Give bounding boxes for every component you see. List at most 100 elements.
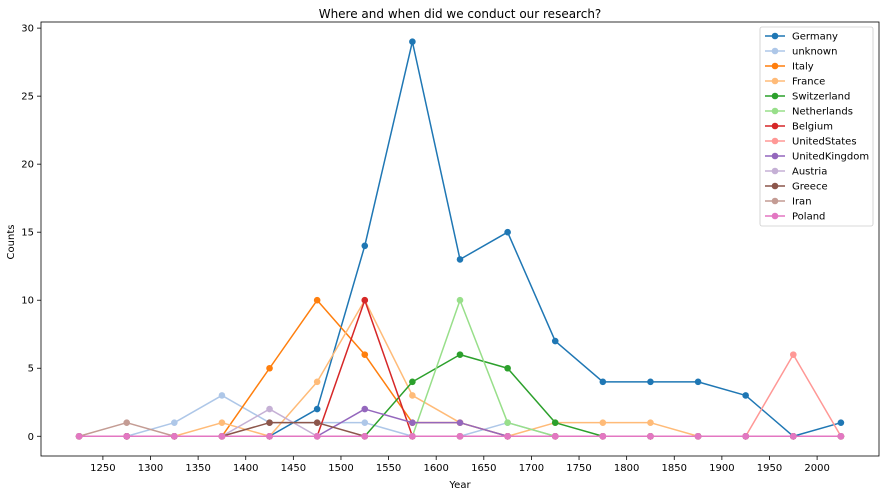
series-france — [75, 296, 845, 440]
data-point-poland — [551, 432, 559, 440]
legend-box — [759, 26, 874, 227]
series-poland — [75, 432, 845, 440]
series-line-netherlands — [79, 299, 841, 438]
y-tick-label: 15 — [21, 228, 34, 239]
plot-series — [75, 38, 845, 440]
legend-item: Austria — [765, 167, 827, 178]
x-tick-label: 1550 — [376, 463, 401, 474]
legend-item: unknown — [765, 47, 837, 58]
data-point-poland — [313, 432, 321, 440]
series-belgium — [75, 296, 845, 440]
series-line-belgium — [79, 299, 841, 438]
legend-marker — [771, 122, 779, 130]
data-point-france — [409, 392, 416, 399]
legend-label: Netherlands — [792, 107, 853, 118]
legend-label: UnitedStates — [792, 137, 857, 148]
legend-label: Greece — [792, 182, 828, 193]
x-tick-label: 1400 — [233, 463, 258, 474]
series-italy — [75, 296, 845, 440]
data-point-unitedstates — [789, 351, 797, 358]
data-point-poland — [694, 432, 702, 440]
series-netherlands — [75, 296, 845, 440]
data-point-italy — [266, 364, 273, 372]
data-point-poland — [789, 432, 797, 440]
data-point-unknown — [361, 419, 369, 426]
legend-label: Austria — [792, 167, 827, 178]
data-point-poland — [837, 432, 845, 440]
data-point-france — [599, 419, 607, 426]
data-point-germany — [599, 378, 607, 386]
x-tick-label: 1700 — [519, 463, 544, 474]
data-point-germany — [694, 378, 702, 386]
x-tick-label: 1250 — [90, 463, 115, 474]
data-point-poland — [456, 432, 464, 440]
x-tick-label: 1500 — [328, 463, 353, 474]
legend-marker — [771, 212, 779, 220]
y-tick-label: 30 — [21, 24, 34, 35]
data-point-france — [313, 378, 321, 386]
data-point-germany — [837, 419, 845, 426]
data-point-france — [647, 419, 654, 426]
x-tick-label: 2000 — [804, 463, 829, 474]
y-tick-label: 0 — [28, 432, 34, 443]
series-unitedstates — [75, 351, 845, 440]
data-point-switzerland — [456, 351, 464, 358]
legend-item: Greece — [765, 182, 828, 193]
data-point-poland — [647, 432, 654, 440]
legend-marker — [771, 167, 779, 175]
legend-item: UnitedKingdom — [765, 152, 869, 163]
y-tick-label: 10 — [21, 296, 34, 307]
x-tick-label: 1900 — [709, 463, 734, 474]
data-point-switzerland — [551, 419, 559, 426]
data-point-germany — [647, 378, 654, 386]
data-point-switzerland — [409, 378, 416, 386]
series-switzerland — [75, 351, 845, 440]
chart-title: Where and when did we conduct our resear… — [319, 7, 602, 21]
legend-label: Switzerland — [792, 92, 850, 103]
data-point-unitedkingdom — [361, 405, 369, 413]
data-point-poland — [123, 432, 131, 440]
x-tick-label: 1650 — [471, 463, 496, 474]
legend-marker — [771, 47, 779, 55]
series-line-france — [79, 299, 841, 438]
data-point-unknown — [171, 419, 178, 426]
data-point-germany — [551, 337, 559, 345]
legend-marker — [771, 107, 779, 115]
legend-item: Netherlands — [765, 107, 853, 118]
legend-marker — [771, 152, 779, 160]
legend-item: Poland — [765, 212, 825, 223]
data-point-iran — [123, 419, 131, 426]
y-tick-label: 5 — [28, 364, 34, 375]
x-tick-label: 1950 — [757, 463, 782, 474]
legend-item: Iran — [765, 197, 812, 208]
legend-label: Belgium — [792, 122, 833, 133]
x-tick-label: 1600 — [423, 463, 448, 474]
data-point-germany — [313, 405, 321, 413]
axis-ticks: 1250 1300 1350 1400 1450 1500 1550 1600 1650 1700… — [21, 24, 830, 474]
data-point-netherlands — [504, 419, 511, 426]
series-line-italy — [79, 299, 841, 438]
legend-label: Italy — [792, 62, 814, 73]
x-tick-label: 1850 — [662, 463, 687, 474]
legend-item: Switzerland — [765, 92, 850, 103]
legend-marker — [771, 77, 779, 85]
x-tick-label: 1350 — [185, 463, 210, 474]
data-point-austria — [266, 405, 273, 413]
legend-item: France — [765, 77, 825, 88]
data-point-poland — [742, 432, 749, 440]
data-point-switzerland — [504, 364, 511, 372]
plot-frame — [40, 21, 880, 457]
data-point-unknown — [218, 392, 226, 399]
data-point-netherlands — [456, 296, 464, 304]
data-point-poland — [171, 432, 178, 440]
legend-item: Belgium — [765, 122, 833, 133]
legend-label: Germany — [792, 32, 838, 43]
data-point-germany — [409, 38, 416, 46]
y-tick-label: 20 — [21, 160, 34, 171]
legend-item: Germany — [765, 32, 838, 43]
data-point-belgium — [361, 296, 369, 304]
series-line-germany — [79, 40, 842, 438]
legend-label: UnitedKingdom — [792, 152, 869, 163]
data-point-poland — [599, 432, 607, 440]
